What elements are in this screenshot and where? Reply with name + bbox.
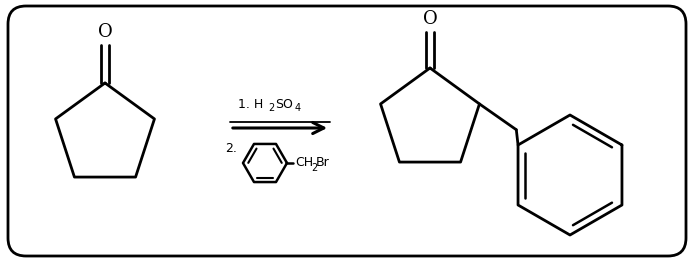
Text: 1. H: 1. H	[238, 97, 263, 111]
Text: 4: 4	[295, 103, 301, 113]
Text: CH: CH	[295, 156, 313, 170]
Text: 2.: 2.	[225, 141, 237, 155]
Text: O: O	[423, 10, 437, 28]
Text: O: O	[98, 23, 112, 41]
Text: 2: 2	[311, 163, 317, 173]
Text: SO: SO	[275, 97, 293, 111]
Text: Br: Br	[316, 156, 330, 170]
Text: 2: 2	[268, 103, 274, 113]
FancyBboxPatch shape	[8, 6, 686, 256]
